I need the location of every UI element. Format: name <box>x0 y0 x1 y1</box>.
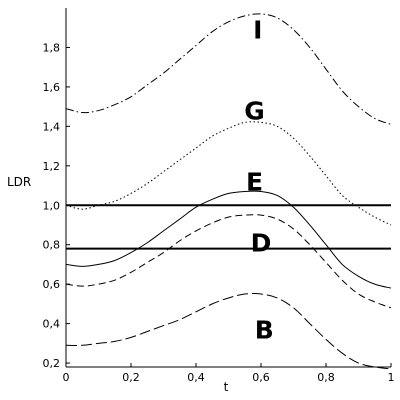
y-tick-label: 1,0 <box>43 199 61 212</box>
x-tick-label: 1 <box>388 371 395 384</box>
series-line-b <box>65 293 392 370</box>
y-tick-label: 0,2 <box>43 357 61 370</box>
series-label-g: G <box>244 97 265 126</box>
y-tick-label: 0,4 <box>43 318 61 331</box>
series-label-e: E <box>246 168 263 197</box>
plot-area: 0 0,2 0,4 0,6 0,8 1 0,20,40,60,81,01,21,41,61… <box>43 8 395 384</box>
series-label-i: I <box>253 16 262 45</box>
x-tick-label: 0,8 <box>317 371 335 384</box>
series-line-d <box>65 214 392 309</box>
x-axis-title: t <box>224 380 229 394</box>
y-tick-label: 1,2 <box>43 160 61 173</box>
y-tick-label: 1,8 <box>43 41 61 54</box>
series-group <box>65 13 392 370</box>
series-line-i <box>65 13 392 125</box>
reference-lines <box>66 204 391 250</box>
x-ticks: 0 0,2 0,4 0,6 0,8 1 <box>63 363 395 384</box>
series-line-g <box>65 121 392 226</box>
y-ticks: 0,2 0,4 0,6 0,8 1,0 1,2 1,4 1,6 1,8 <box>43 41 70 370</box>
x-tick-label: 0,6 <box>252 371 270 384</box>
y-tick-label: 0,8 <box>43 239 61 252</box>
x-tick-label: 0,4 <box>187 371 205 384</box>
y-tick-label: 1,4 <box>43 120 61 133</box>
x-tick-label: 0 <box>63 371 70 384</box>
y-tick-label: 1,6 <box>43 81 61 94</box>
series-label-b: B <box>255 316 274 345</box>
y-tick-label: 0,6 <box>43 278 61 291</box>
series-line-e <box>65 190 392 289</box>
y-axis-title: LDR <box>7 175 31 189</box>
series-label-d: D <box>251 229 272 258</box>
x-tick-label: 0,2 <box>122 371 140 384</box>
series-labels: I G E D B <box>244 16 274 345</box>
